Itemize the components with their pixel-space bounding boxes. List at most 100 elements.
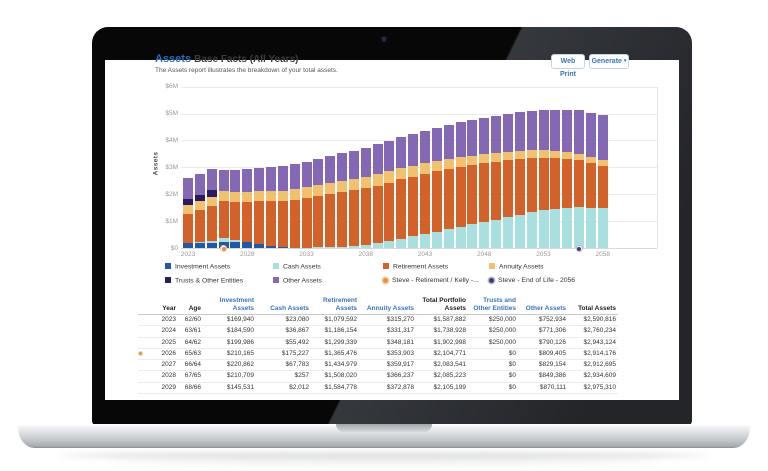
cell: $2,105,199	[416, 382, 468, 395]
bar-segment-other-assets	[420, 130, 430, 164]
bar-2030[interactable]	[265, 167, 276, 248]
bar-2024[interactable]	[194, 173, 205, 248]
bar-2026[interactable]	[218, 169, 229, 248]
cell: $55,492	[256, 337, 311, 349]
retirement-event-marker[interactable]	[220, 245, 228, 252]
bar-segment-cash-assets	[372, 243, 383, 248]
bar-2033[interactable]	[301, 161, 312, 248]
bar-segment-other-assets	[194, 173, 205, 195]
bar-segment-annuity-assets	[502, 151, 513, 161]
column-header-other-assets[interactable]: Other Assets	[518, 297, 568, 315]
bar-2046[interactable]	[455, 122, 466, 248]
web-print-button[interactable]: Web Print	[551, 54, 585, 78]
bar-2048[interactable]	[479, 117, 490, 248]
column-header-trusts-and-other-entities[interactable]: Trusts and Other Entities	[468, 297, 518, 315]
bar-segment-cash-assets	[183, 242, 193, 244]
end-of-life-event-marker[interactable]	[575, 245, 583, 252]
bar-2027[interactable]	[230, 169, 241, 248]
bar-segment-retirement-assets	[491, 161, 502, 220]
gridline	[181, 140, 657, 142]
bar-2045[interactable]	[443, 125, 454, 248]
column-header-cash-assets[interactable]: Cash Assets	[256, 297, 311, 315]
cell: $1,079,592	[311, 314, 359, 327]
bar-2053[interactable]	[538, 109, 549, 248]
gridline	[181, 194, 657, 196]
bar-segment-cash-assets	[194, 242, 205, 244]
bar-segment-retirement-assets	[420, 173, 430, 235]
legend-item-other-assets[interactable]: Other Assets	[273, 277, 322, 287]
bar-2035[interactable]	[325, 156, 336, 248]
bar-segment-investment-assets	[242, 242, 253, 248]
bar-2056[interactable]	[574, 110, 585, 248]
bar-2052[interactable]	[526, 110, 537, 248]
bar-segment-cash-assets	[502, 217, 513, 248]
bar-segment-other-assets	[585, 112, 596, 157]
legend-item-trusts-other-entities[interactable]: Trusts & Other Entities	[165, 277, 243, 287]
cell: 62/60	[178, 314, 203, 327]
column-header-retirement-assets[interactable]: Retirement Assets	[311, 297, 359, 315]
bar-segment-other-assets	[574, 110, 585, 154]
cell: 63/61	[178, 325, 203, 338]
cell: $829,154	[518, 359, 568, 372]
bar-2037[interactable]	[348, 150, 359, 248]
bar-2029[interactable]	[254, 168, 265, 248]
bar-2042[interactable]	[408, 133, 419, 248]
bar-2041[interactable]	[396, 137, 407, 248]
bar-2051[interactable]	[514, 112, 525, 248]
column-header-age: Age	[178, 297, 203, 315]
bar-segment-other-assets	[337, 153, 348, 182]
legend-item-cash-assets[interactable]: Cash Assets	[273, 263, 321, 273]
bar-2034[interactable]	[313, 158, 324, 248]
bar-2023[interactable]	[183, 178, 193, 248]
bar-2054[interactable]	[550, 109, 561, 248]
legend-item-steve-end-of-life-2056[interactable]: Steve - End of Life - 2056	[489, 277, 575, 287]
bar-2049[interactable]	[491, 115, 502, 248]
bar-segment-retirement-assets	[360, 188, 371, 246]
y-axis-tick-label: $5M	[165, 110, 178, 118]
row-event-marker-cell	[138, 337, 152, 349]
bar-2044[interactable]	[431, 127, 442, 248]
cell: $67,783	[256, 359, 311, 372]
legend-item-retirement-assets[interactable]: Retirement Assets	[383, 263, 448, 273]
cell: $2,975,310	[568, 382, 618, 395]
bar-segment-other-assets	[289, 164, 300, 190]
legend-item-annuity-assets[interactable]: Annuity Assets	[489, 263, 544, 273]
bar-2047[interactable]	[467, 119, 478, 248]
cell: $250,000	[468, 337, 518, 349]
legend-item-investment-assets[interactable]: Investment Assets	[165, 263, 230, 273]
bar-segment-annuity-assets	[396, 168, 407, 180]
cell: $2,760,234	[568, 325, 618, 338]
table-row-2025: 2025 64/62 $199,986 $55,492 $1,299,339 $348,1…	[138, 337, 618, 349]
cell: $0	[468, 348, 518, 361]
cell: $250,000	[468, 314, 518, 327]
bar-segment-other-assets	[491, 115, 502, 153]
report-subtitle: The Assets report illustrates the breakd…	[155, 67, 338, 74]
bar-2031[interactable]	[277, 166, 288, 248]
bar-segment-retirement-assets	[550, 158, 561, 210]
cell: $220,862	[203, 359, 256, 372]
bar-2039[interactable]	[372, 144, 383, 248]
bar-segment-cash-assets	[597, 208, 608, 248]
bar-segment-investment-assets	[206, 242, 217, 248]
bar-2032[interactable]	[289, 164, 300, 248]
column-header-investment-assets[interactable]: Investment Assets	[203, 297, 256, 315]
bar-segment-retirement-assets	[562, 159, 573, 208]
legend-item-steve-retirement-kelly[interactable]: Steve - Retirement / Kelly -...	[383, 277, 479, 287]
bar-2028[interactable]	[242, 169, 253, 248]
table-row-2027: 2027 66/64 $220,862 $67,783 $1,434,979 $359,9…	[138, 359, 618, 372]
cell: $175,227	[256, 348, 311, 361]
bar-2057[interactable]	[585, 112, 596, 248]
bar-2025[interactable]	[206, 168, 217, 248]
bar-2058[interactable]	[597, 114, 608, 248]
bar-2036[interactable]	[337, 153, 348, 248]
bar-2040[interactable]	[384, 140, 395, 248]
column-header-annuity-assets[interactable]: Annuity Assets	[359, 297, 416, 315]
bar-2043[interactable]	[420, 130, 430, 248]
generate-button[interactable]: Generate ▾	[589, 54, 629, 69]
legend-label: Steve - End of Life - 2056	[498, 277, 576, 284]
cell: 66/64	[178, 359, 203, 372]
bar-2050[interactable]	[502, 113, 513, 248]
bar-2055[interactable]	[562, 109, 573, 248]
bar-2038[interactable]	[360, 148, 371, 248]
